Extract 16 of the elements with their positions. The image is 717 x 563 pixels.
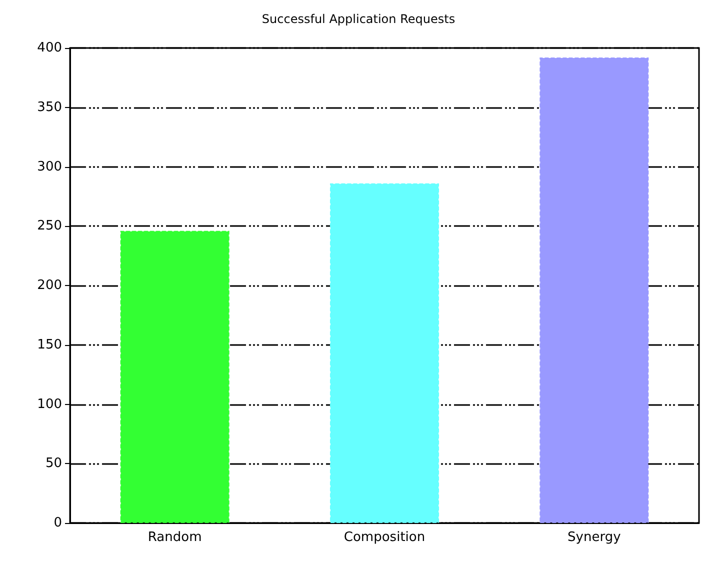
y-tick-label: 150 (37, 337, 62, 352)
y-tick-label: 350 (37, 100, 62, 115)
y-tick-label: 400 (37, 40, 62, 56)
x-tick-label: Random (148, 530, 202, 545)
y-tick-label: 250 (37, 218, 62, 234)
x-tick-label: Composition (344, 530, 426, 545)
y-tick-label: 300 (37, 159, 62, 174)
y-tick-label: 200 (37, 278, 62, 293)
x-tick-label: Synergy (568, 530, 622, 545)
bar (540, 58, 649, 523)
y-tick-label: 50 (45, 456, 62, 472)
y-tick-label: 0 (54, 516, 62, 530)
bar (330, 183, 440, 523)
chart-title: Successful Application Requests (262, 12, 456, 26)
bar (120, 230, 230, 523)
y-tick-label: 100 (37, 396, 62, 412)
